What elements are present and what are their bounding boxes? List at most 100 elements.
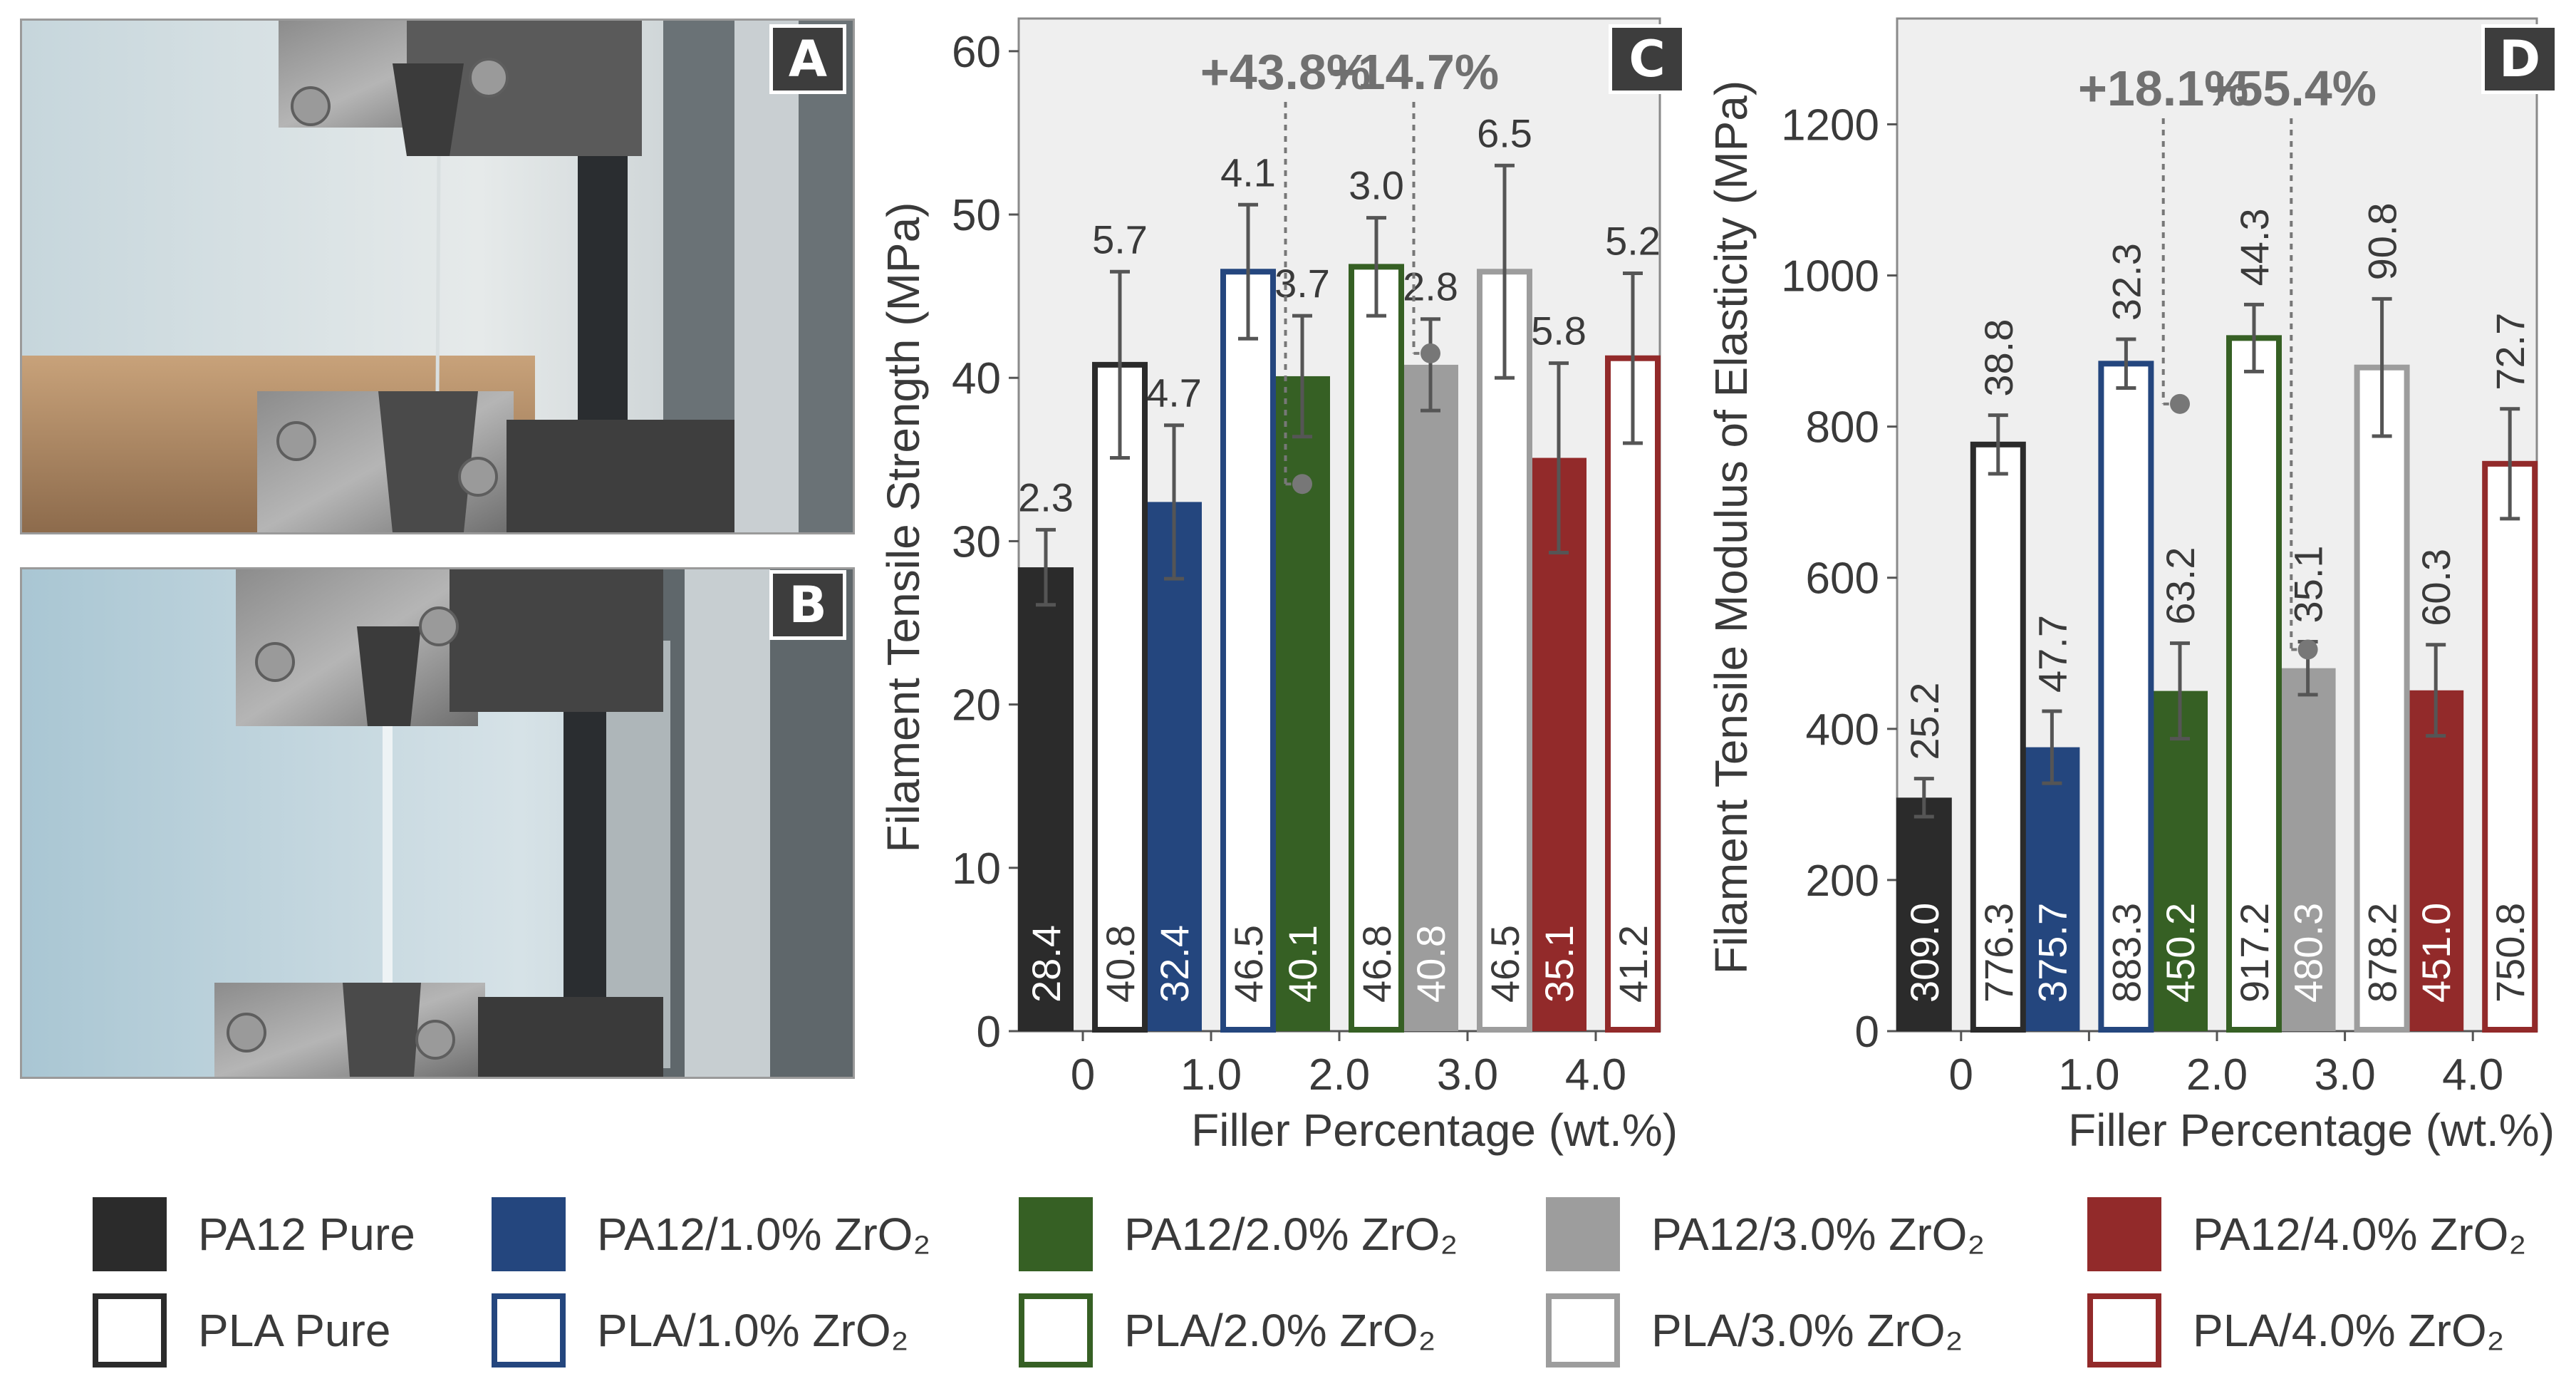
y-tick-label: 30 [952,517,1001,567]
y-tick-label: 0 [1855,1008,1879,1057]
pa12-bar [2408,690,2464,1031]
annotation-dot [1292,474,1312,495]
panel-label-b: B [769,570,846,640]
legend-item: PA12/1.0% ZrO₂ [492,1197,930,1271]
annotation-percent-label: +18.1% [2078,61,2248,116]
bar-value-label: 46.5 [1226,925,1271,1003]
y-tick-label: 800 [1806,403,1879,453]
x-tick-label: 1.0 [1180,1050,1242,1100]
legend-label: PLA/2.0% ZrO₂ [1124,1305,1436,1356]
legend-item: PLA/3.0% ZrO₂ [1546,1293,1963,1367]
error-value-label: 5.8 [1531,309,1586,353]
bar-value-label: 750.8 [2488,903,2533,1003]
legend-label: PLA/3.0% ZrO₂ [1651,1305,1963,1356]
legend-label: PLA Pure [198,1305,391,1356]
legend-label: PA12/4.0% ZrO₂ [2193,1209,2527,1260]
y-tick-label: 50 [952,191,1001,240]
bar-value-label: 41.2 [1611,925,1656,1003]
error-value-label: 63.2 [2158,547,2203,625]
legend: PA12 Pure PA12/1.0% ZrO₂ PA12/2.0% ZrO₂ PA1… [93,1197,2572,1390]
y-tick-label: 400 [1806,705,1879,755]
y-tick-label: 0 [977,1008,1001,1057]
x-tick-label: 2.0 [1309,1050,1370,1100]
x-tick-label: 3.0 [1437,1050,1498,1100]
bar-value-label: 480.3 [2286,903,2331,1003]
y-tick-label: 600 [1806,554,1879,604]
legend-swatch [1546,1293,1620,1367]
x-tick-label: 4.0 [2442,1050,2503,1100]
x-tick-label: 2.0 [2186,1050,2248,1100]
pa12-bar [2152,691,2208,1031]
pa12-bar [1403,364,1458,1031]
legend-label: PLA/1.0% ZrO₂ [597,1305,909,1356]
legend-item: PA12/3.0% ZrO₂ [1546,1197,1985,1271]
pla-bar [1970,441,2026,1033]
annotation-dot [2297,639,2318,660]
legend-swatch [2087,1293,2161,1367]
error-value-label: 32.3 [2104,243,2149,321]
x-tick-label: 4.0 [1565,1050,1626,1100]
chart-modulus-of-elasticity: 0 200 400 600 800 1000 1200 Filament Tensile Mo… [1705,17,2555,1156]
bar-value-label: 28.4 [1024,925,1069,1003]
x-tick-label: 3.0 [2314,1050,2375,1100]
pla-bar [1605,355,1661,1033]
x-tick-label: 1.0 [2058,1050,2119,1100]
x-tick-label: 0 [1949,1050,1973,1100]
legend-item: PA12/4.0% ZrO₂ [2087,1197,2526,1271]
bar-value-label: 917.2 [2232,903,2277,1003]
bar-value-label: 46.5 [1482,925,1527,1003]
x-tick-label: 0 [1071,1050,1095,1100]
legend-swatch [492,1293,566,1367]
y-tick-label: 200 [1806,857,1879,906]
error-value-label: 44.3 [2232,208,2277,286]
legend-swatch [93,1197,167,1271]
error-value-label: 2.8 [1403,264,1458,309]
bar-charts: 0 10 20 30 40 50 60 Filament Tensile Strength (… [878,17,2555,1156]
bar-value-label: 32.4 [1152,925,1197,1003]
annotation-dot [2170,393,2190,414]
bar-value-label: 40.8 [1098,925,1143,1003]
legend-label: PLA/4.0% ZrO₂ [2193,1305,2505,1356]
pla-bar [2482,460,2538,1033]
bar-value-label: 451.0 [2414,903,2458,1003]
tensile-test-photo-b [20,567,855,1079]
error-value-label: 60.3 [2414,549,2458,626]
pa12-bar [1146,502,1202,1031]
legend-item: PLA Pure [93,1293,390,1367]
legend-item: PLA/1.0% ZrO₂ [492,1293,908,1367]
bar-value-label: 309.0 [1902,903,1947,1003]
error-value-label: 4.7 [1146,371,1202,415]
pla-bar [1220,269,1276,1033]
x-axis-label: Filler Percentage (wt.%) [1191,1105,1678,1156]
legend-swatch [492,1197,566,1271]
error-value-label: 5.7 [1092,217,1148,262]
x-axis-label: Filler Percentage (wt.%) [2068,1105,2555,1156]
pla-bar [2354,364,2410,1033]
legend-label: PA12/1.0% ZrO₂ [597,1209,931,1260]
legend-label: PA12/2.0% ZrO₂ [1124,1209,1458,1260]
legend-swatch [1546,1197,1620,1271]
error-value-label: 6.5 [1477,110,1532,155]
tensile-test-photo-a [20,19,855,534]
legend-item: PA12 Pure [93,1197,415,1271]
y-tick-label: 1200 [1781,100,1879,150]
legend-swatch [1019,1197,1093,1271]
annotation-percent-label: +43.8% [1200,44,1371,100]
bar-value-label: 878.2 [2360,903,2405,1003]
error-value-label: 72.7 [2488,313,2533,391]
annotation-dot [1421,343,1440,363]
y-tick-label: 40 [952,354,1001,403]
legend-swatch [2087,1197,2161,1271]
bar-value-label: 40.1 [1280,925,1325,1003]
pla-bar [1349,264,1404,1033]
legend-item: PA12/2.0% ZrO₂ [1019,1197,1458,1271]
error-value-label: 4.1 [1220,150,1276,195]
bar-value-label: 46.8 [1354,925,1399,1003]
legend-swatch [1019,1293,1093,1367]
error-value-label: 47.7 [2030,615,2074,693]
pla-bar [2226,335,2282,1033]
pa12-bar [1018,567,1074,1031]
bar-value-label: 375.7 [2030,903,2074,1003]
pa12-bar [2024,747,2080,1031]
annotation-percent-label: +55.4% [2206,61,2377,116]
